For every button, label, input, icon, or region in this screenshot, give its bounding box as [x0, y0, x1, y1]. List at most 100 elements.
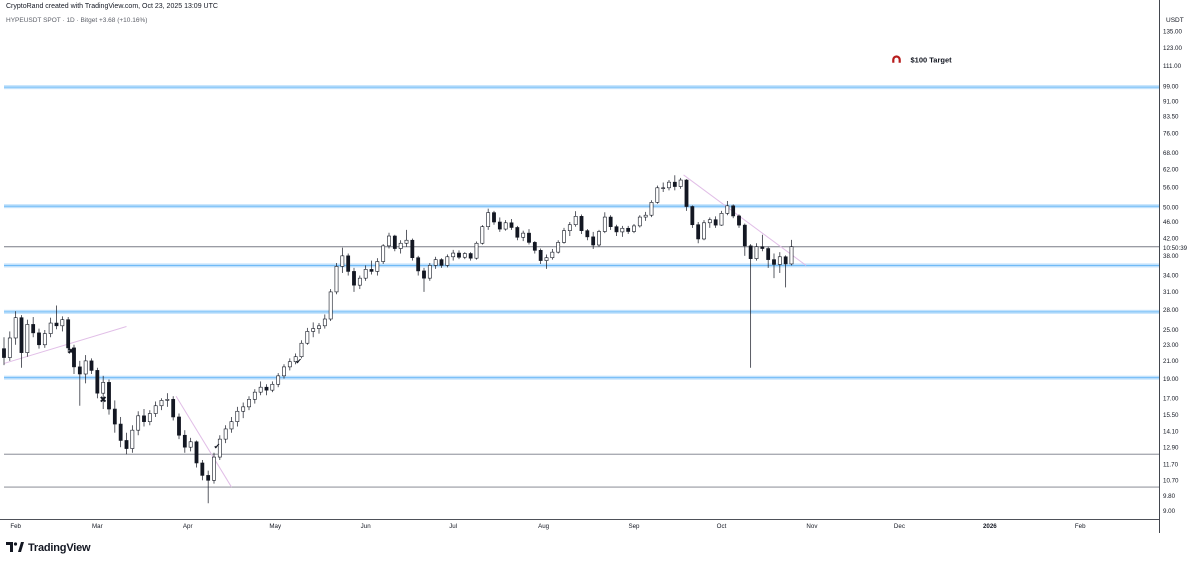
candle-body — [742, 224, 747, 247]
candle — [690, 205, 695, 228]
candle-body — [696, 224, 701, 240]
candle — [276, 373, 281, 388]
candle-body — [60, 319, 65, 327]
candle — [474, 241, 479, 260]
candle — [725, 200, 730, 216]
candle-body — [182, 434, 187, 448]
candle — [562, 227, 566, 244]
candle-body — [632, 225, 636, 232]
candle-body — [550, 251, 555, 259]
candle — [591, 231, 596, 249]
candle-body — [392, 235, 397, 249]
candle — [497, 217, 502, 232]
candle-body — [346, 255, 351, 272]
candle — [748, 244, 753, 368]
candle — [398, 240, 403, 254]
candle — [532, 241, 537, 254]
candle — [760, 234, 765, 252]
candle — [632, 223, 636, 234]
candle — [305, 327, 310, 345]
candlesticks — [2, 175, 794, 504]
candle — [538, 248, 543, 264]
time-axis: Feb Mar Apr May Jun Jul Aug Sep Oct Nov Dec 2026 Feb — [10, 523, 1086, 530]
candle-body — [789, 246, 794, 265]
candle-body — [515, 227, 520, 238]
candle — [620, 225, 625, 237]
candle — [25, 319, 30, 357]
candle — [503, 220, 508, 231]
candle-body — [136, 415, 141, 431]
candle-body — [37, 332, 41, 346]
candle-body — [142, 415, 146, 422]
trendline — [175, 395, 232, 488]
candle-body — [427, 265, 432, 279]
cross-mark-icon: ✖ — [99, 395, 107, 405]
candle-body — [19, 317, 24, 353]
price-tick-label: 31.00 — [1163, 289, 1179, 296]
price-tick-label: 23.00 — [1163, 342, 1179, 349]
candle — [637, 215, 642, 228]
candle-body — [573, 216, 578, 226]
candle-body — [404, 239, 409, 244]
candle-body — [667, 181, 671, 189]
candle-body — [707, 219, 712, 224]
candle-body — [264, 386, 269, 391]
candle-body — [2, 348, 6, 358]
time-tick-label: Mar — [92, 523, 103, 530]
candle — [702, 220, 706, 241]
candle-body — [299, 342, 304, 358]
candle-body — [521, 232, 526, 238]
candle-body — [293, 356, 298, 363]
candle-body — [719, 213, 724, 226]
candle — [468, 252, 473, 261]
candle — [387, 232, 391, 249]
price-tick-label: 76.00 — [1163, 130, 1179, 137]
candle — [328, 289, 333, 322]
candle — [392, 234, 397, 252]
candle — [66, 317, 71, 353]
candle — [667, 180, 671, 191]
candle-body — [783, 256, 788, 265]
candle-body — [7, 337, 12, 358]
price-tick-label: 12.90 — [1163, 444, 1179, 451]
tradingview-logo[interactable]: TradingView — [6, 542, 91, 554]
candle-body — [480, 226, 485, 244]
time-tick-label: Feb — [1075, 523, 1086, 530]
candle-body — [387, 235, 391, 247]
candle — [672, 175, 677, 191]
candle-body — [171, 399, 176, 418]
candle-body — [287, 361, 292, 368]
candle — [696, 222, 701, 244]
price-tick-label: 123.00 — [1163, 45, 1182, 52]
candle-body — [433, 259, 438, 266]
candle — [95, 367, 100, 399]
candle — [206, 470, 211, 504]
candle-body — [13, 317, 18, 339]
candle — [194, 440, 199, 468]
candle-body — [492, 212, 496, 223]
candle-body — [124, 440, 129, 449]
candle-body — [317, 325, 321, 329]
candle — [544, 254, 549, 269]
currency-label: USDT — [1166, 17, 1184, 24]
candle — [217, 435, 222, 460]
candle — [556, 240, 561, 254]
candle — [643, 211, 648, 221]
candle — [579, 214, 584, 234]
candle-body — [474, 242, 479, 259]
trendline — [683, 174, 807, 266]
candle-body — [159, 400, 164, 407]
candle — [317, 323, 321, 334]
candle — [264, 384, 269, 396]
candle — [258, 381, 263, 396]
candle — [334, 262, 339, 295]
candle-body — [439, 259, 444, 266]
check-mark-icon: ✔ — [214, 442, 221, 451]
candle — [212, 452, 216, 484]
candle — [223, 425, 228, 444]
candle-body — [177, 416, 181, 436]
last-price-label: 10:50:39 — [1163, 245, 1188, 252]
candle — [293, 353, 298, 365]
candle — [602, 212, 607, 234]
